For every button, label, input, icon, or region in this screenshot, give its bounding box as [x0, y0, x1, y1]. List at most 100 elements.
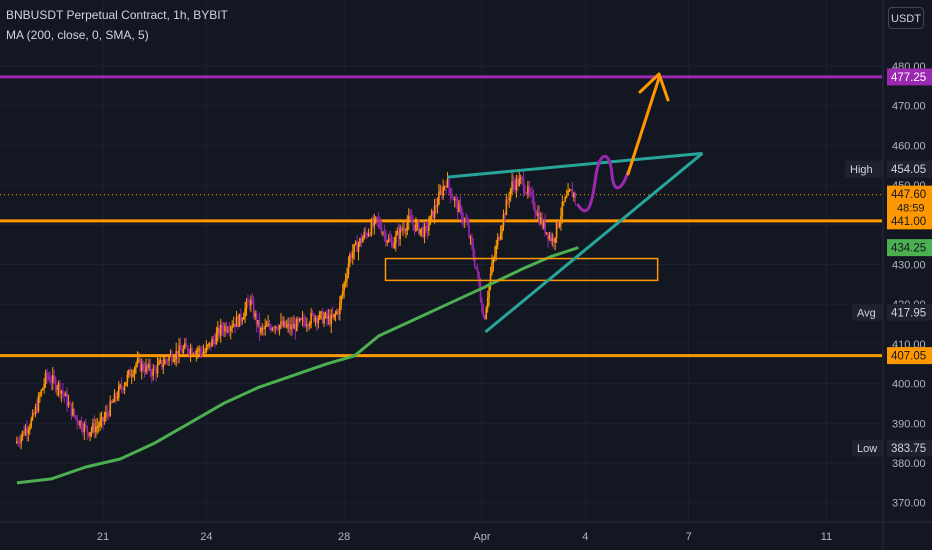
candle-body: [554, 238, 556, 243]
candle-body: [277, 328, 279, 331]
candle-body: [300, 318, 302, 320]
candle-body: [212, 339, 215, 341]
candle-body: [270, 326, 272, 331]
candle-body: [567, 190, 569, 196]
candle-body: [351, 252, 354, 259]
candle-body: [232, 324, 235, 327]
candle-body: [155, 368, 157, 374]
candle-body: [18, 442, 21, 444]
candle-body: [43, 384, 45, 389]
candle-body: [140, 363, 143, 371]
price-tag-bg: [845, 160, 883, 178]
candle-body: [402, 228, 404, 231]
candle-body: [229, 327, 232, 332]
candle-body: [217, 328, 219, 334]
candle-body: [413, 224, 416, 231]
price-tag-label: Avg: [857, 307, 876, 319]
candle-body: [115, 393, 117, 399]
candle-body: [46, 372, 48, 377]
x-tick-label: 28: [338, 531, 350, 543]
candle-body: [560, 215, 562, 223]
candle-body: [128, 370, 130, 375]
candle-body: [484, 315, 486, 320]
candle-body: [188, 351, 190, 354]
candle-body: [400, 227, 403, 231]
candle-body: [182, 348, 185, 353]
candle-body: [222, 329, 225, 332]
candle-body: [268, 323, 271, 327]
candle-body: [21, 431, 24, 437]
price-label-bg: [887, 212, 932, 230]
candle-body: [50, 381, 53, 383]
candle-body: [265, 325, 268, 327]
candle-body: [537, 212, 539, 216]
candle-body: [468, 225, 470, 237]
projected-path: [576, 154, 630, 213]
candle-body: [271, 328, 274, 331]
candle-body: [515, 179, 518, 190]
candle-body: [205, 346, 208, 352]
candle-body: [505, 199, 508, 216]
candle-body: [117, 386, 120, 398]
candle-body: [261, 328, 264, 330]
candle-body: [280, 321, 282, 326]
candle-body: [181, 350, 183, 353]
currency-button[interactable]: USDT: [888, 7, 924, 29]
candle-body: [412, 223, 414, 225]
candle-body: [399, 227, 401, 239]
candle-body: [504, 213, 506, 216]
candle-body: [40, 390, 43, 396]
candle-body: [221, 324, 223, 330]
candle-body: [328, 315, 331, 325]
candle-body: [194, 353, 196, 355]
candle-body: [531, 192, 533, 196]
candle-body: [214, 339, 216, 345]
candle-body: [92, 423, 94, 430]
candle-body: [59, 383, 61, 394]
price-label-bg: [887, 185, 932, 216]
candle-body: [363, 232, 366, 238]
candle-body: [403, 228, 406, 231]
candle-body: [574, 193, 577, 198]
candle-body: [218, 328, 221, 336]
candle-body: [176, 350, 179, 357]
candle-body: [142, 363, 144, 370]
candle-body: [87, 432, 90, 437]
candle-body: [113, 393, 116, 402]
candle-body: [463, 219, 466, 222]
candle-body: [215, 333, 218, 345]
candle-body: [486, 298, 489, 309]
candle-body: [72, 408, 74, 416]
candle-body: [384, 233, 387, 242]
candle-body: [235, 316, 238, 327]
wedge-upper-trendline: [447, 151, 703, 179]
candle-body: [100, 417, 103, 421]
candle-body: [273, 328, 275, 330]
candle-body: [195, 350, 198, 355]
price-tag-label: High: [850, 164, 873, 176]
candle-body: [389, 238, 391, 242]
candle-body: [488, 284, 490, 299]
candle-body: [321, 311, 324, 324]
candle-body: [225, 325, 228, 332]
candle-body: [70, 403, 73, 416]
candle-body: [561, 201, 564, 216]
candle-body: [461, 208, 463, 220]
candle-body: [106, 412, 109, 414]
candle-body: [198, 348, 200, 351]
candle-body: [502, 213, 505, 227]
candle-body: [518, 178, 521, 186]
candle-body: [283, 321, 285, 327]
candle-body: [196, 350, 199, 352]
candle-body: [293, 323, 295, 329]
candle-body: [336, 311, 338, 314]
candle-body: [69, 402, 71, 404]
candle-body: [257, 320, 259, 325]
candle-body: [532, 195, 535, 209]
candle-body: [449, 188, 452, 197]
candle-body: [353, 244, 355, 253]
candle-body: [527, 186, 529, 194]
candle-body: [512, 181, 515, 185]
candle-body: [252, 302, 255, 317]
